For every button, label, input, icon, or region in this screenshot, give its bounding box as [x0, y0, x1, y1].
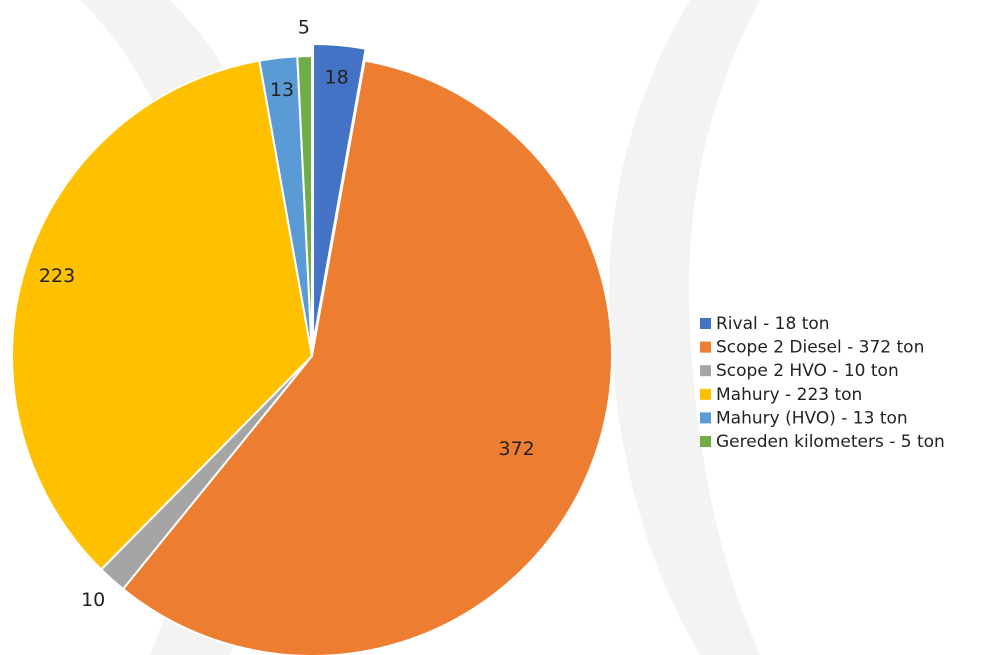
legend-swatch: [700, 412, 711, 424]
pie: 18 372 10 223 13 5: [11, 17, 613, 655]
data-label: 18: [324, 67, 348, 89]
legend-label: Scope 2 Diesel - 372 ton: [716, 338, 924, 358]
data-label: 13: [270, 79, 294, 101]
legend-swatch: [700, 436, 711, 447]
legend-swatch: [700, 341, 711, 353]
data-label: 10: [81, 589, 105, 611]
legend-swatch: [700, 365, 711, 377]
legend-label: Scope 2 HVO - 10 ton: [716, 361, 899, 381]
legend-label: Rival - 18 ton: [716, 314, 830, 334]
pie-slice: [11, 59, 314, 571]
legend-swatch: [700, 388, 711, 400]
pie-slice: [121, 59, 613, 655]
data-label: 5: [298, 17, 310, 39]
pie-slice: [296, 54, 313, 357]
pie-slice: [312, 43, 367, 345]
data-label: 372: [498, 438, 534, 460]
legend-label: Gereden kilometers - 5 ton: [716, 432, 945, 452]
legend-swatch: [700, 318, 711, 329]
data-label: 223: [39, 265, 75, 287]
legend: Rival - 18 ton Scope 2 Diesel - 372 ton Sc…: [700, 314, 945, 452]
legend-label: Mahury (HVO) - 13 ton: [716, 408, 908, 428]
legend-label: Mahury - 223 ton: [716, 385, 862, 405]
